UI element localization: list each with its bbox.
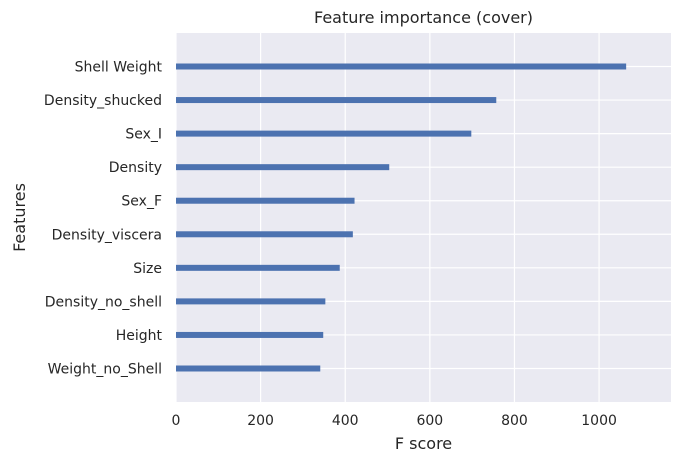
- y-tick-label: Density_viscera: [52, 227, 162, 243]
- x-tick-label: 800: [501, 413, 528, 429]
- x-tick-label: 600: [416, 413, 443, 429]
- y-tick-label: Shell Weight: [75, 60, 163, 76]
- bar-size: [176, 264, 340, 271]
- y-tick-label: Size: [133, 261, 162, 277]
- y-tick-labels: Shell Weight Density_shucked Sex_I Density S…: [44, 60, 163, 378]
- bars: [176, 63, 627, 372]
- y-tick-label: Sex_F: [121, 194, 162, 210]
- x-tick-label: 0: [172, 413, 181, 429]
- bar-density-viscera: [176, 231, 353, 238]
- y-tick-label: Density_shucked: [44, 93, 162, 109]
- bar-shell-weight: [176, 63, 627, 70]
- bar-density: [176, 164, 390, 171]
- y-tick-label: Weight_no_Shell: [48, 362, 162, 378]
- x-tick-label: 1000: [581, 413, 617, 429]
- x-tick-label: 400: [332, 413, 359, 429]
- y-tick-label: Sex_I: [125, 127, 162, 143]
- y-tick-label: Height: [116, 328, 163, 344]
- y-tick-label: Density_no_shell: [45, 294, 162, 310]
- x-tick-labels: 0 200 400 600 800 1000: [172, 413, 617, 429]
- x-tick-label: 200: [247, 413, 274, 429]
- bar-density-no-shell: [176, 298, 326, 305]
- y-axis-label: Features: [10, 183, 29, 252]
- chart-title: Feature importance (cover): [314, 8, 533, 27]
- bar-sex-i: [176, 130, 472, 137]
- plot-area: [176, 33, 671, 402]
- bar-weight-no-shell: [176, 365, 321, 372]
- bar-height: [176, 331, 324, 338]
- y-tick-label: Density: [109, 160, 162, 176]
- bar-sex-f: [176, 197, 355, 204]
- x-axis-label: F score: [395, 434, 452, 453]
- bar-density-shucked: [176, 97, 497, 104]
